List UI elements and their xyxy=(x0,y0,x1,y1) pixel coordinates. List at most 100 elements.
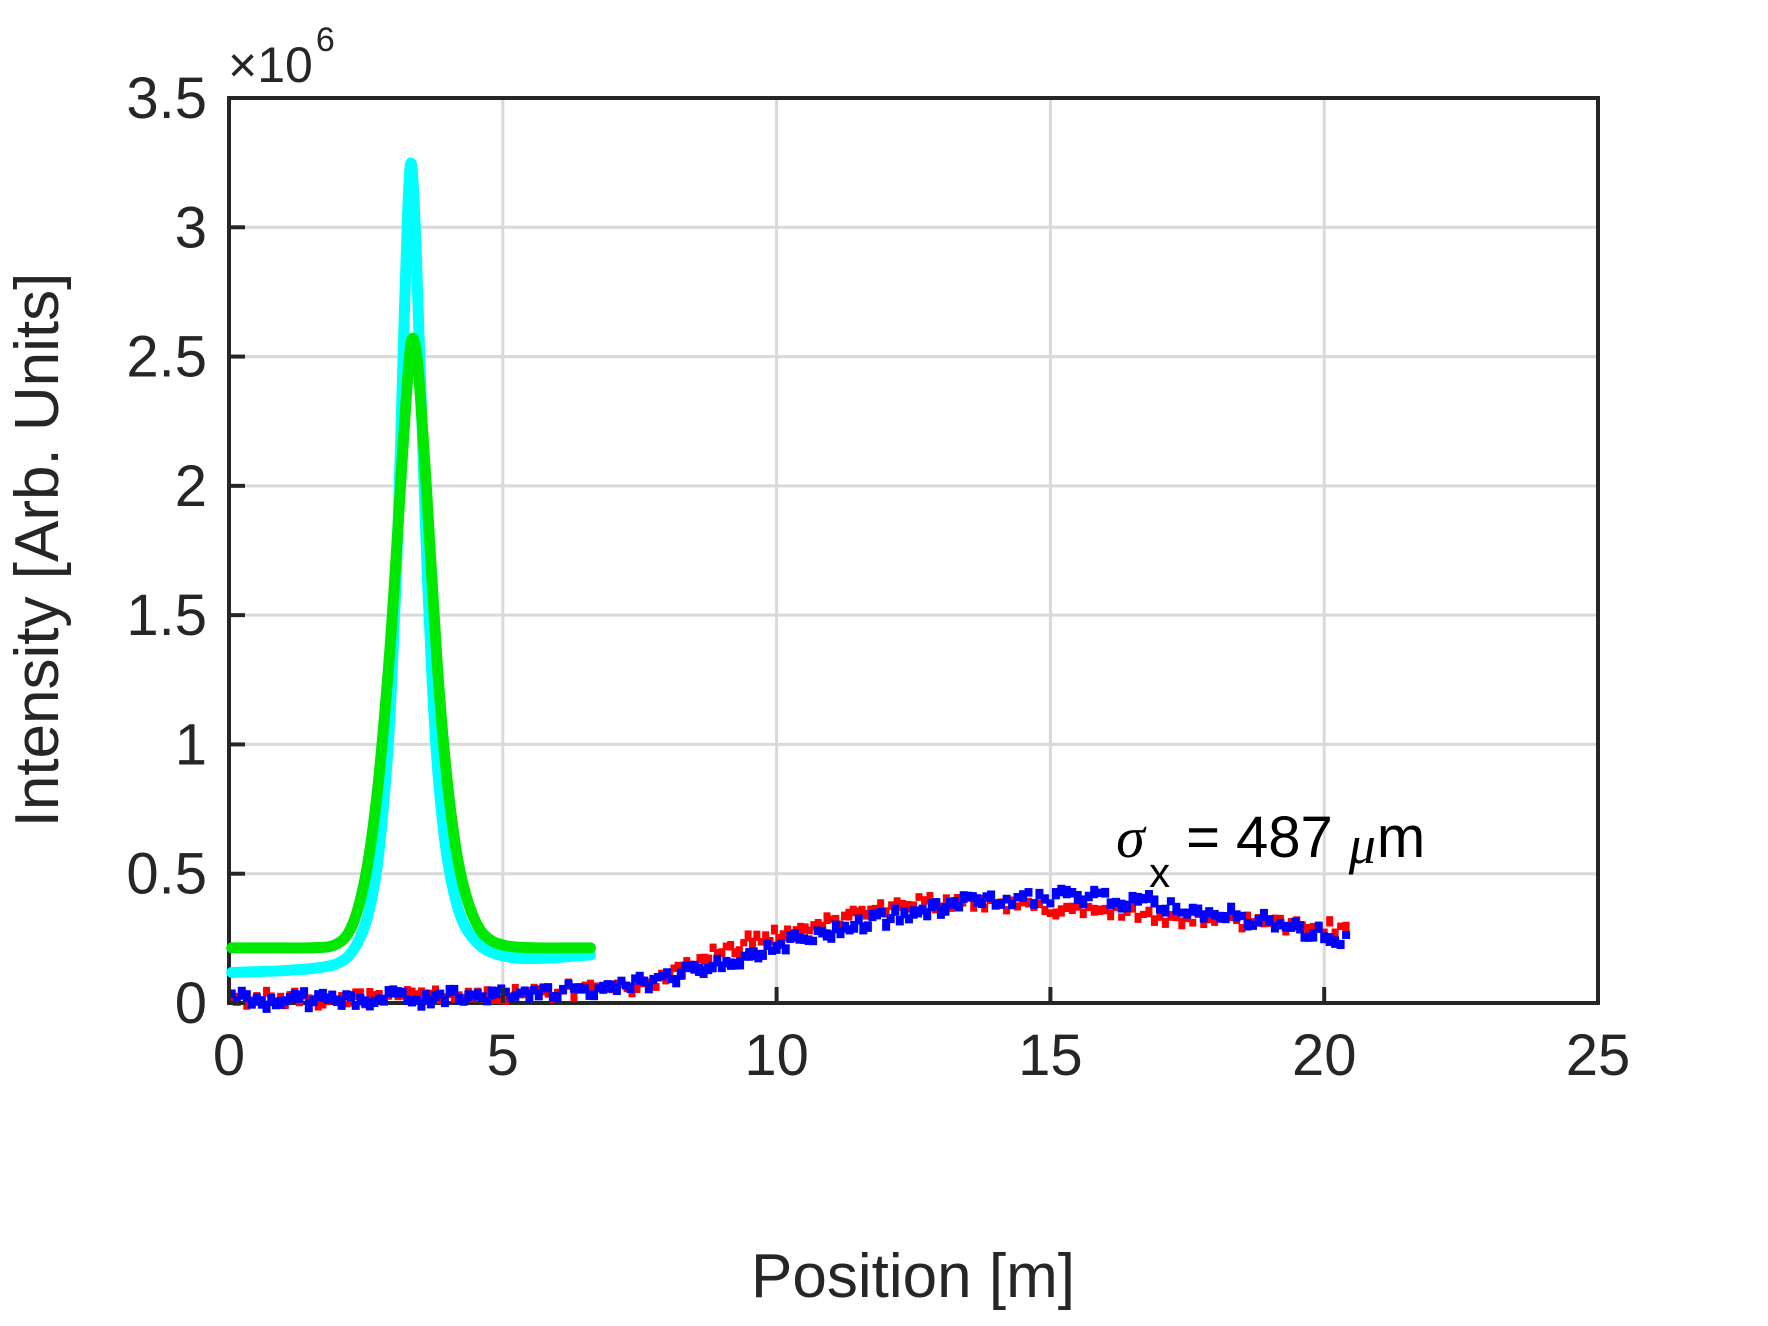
data-marker xyxy=(676,968,685,980)
data-marker xyxy=(1118,913,1126,921)
data-marker xyxy=(749,947,758,961)
data-marker xyxy=(882,918,891,931)
data-marker xyxy=(950,897,959,909)
series-cyan-peak-measured xyxy=(226,157,596,978)
data-marker xyxy=(247,997,256,1009)
data-marker xyxy=(936,906,945,919)
data-marker xyxy=(1090,904,1098,916)
data-series-layer xyxy=(226,157,1351,1013)
data-marker xyxy=(1106,898,1115,910)
data-marker xyxy=(1336,939,1345,950)
data-marker xyxy=(337,997,346,1010)
data-marker xyxy=(991,899,1000,910)
data-marker xyxy=(626,982,635,994)
data-marker xyxy=(968,892,977,902)
data-marker xyxy=(286,992,295,1003)
data-marker xyxy=(1300,933,1309,942)
data-marker xyxy=(1041,906,1049,916)
y-tick-label: 3.5 xyxy=(126,66,207,131)
data-marker xyxy=(440,995,449,1008)
data-marker xyxy=(997,899,1006,909)
data-marker xyxy=(754,950,763,963)
data-marker xyxy=(1281,921,1290,932)
data-marker xyxy=(408,995,417,1007)
data-marker xyxy=(886,913,895,924)
data-marker xyxy=(295,990,304,1003)
data-marker xyxy=(854,914,863,925)
data-marker xyxy=(923,908,932,921)
data-marker xyxy=(744,930,752,942)
data-marker xyxy=(718,948,726,958)
data-marker xyxy=(483,986,491,997)
data-marker xyxy=(941,903,950,916)
data-marker xyxy=(590,990,599,1001)
data-marker xyxy=(227,989,236,998)
data-marker xyxy=(318,988,327,1002)
data-marker xyxy=(955,902,964,912)
data-marker xyxy=(1139,910,1147,918)
data-marker xyxy=(836,920,844,929)
data-marker xyxy=(1150,915,1158,926)
data-marker xyxy=(722,956,731,968)
y-axis-exponent: ×10 6 xyxy=(228,21,335,93)
data-marker xyxy=(1085,902,1093,912)
data-marker xyxy=(300,987,309,999)
data-marker xyxy=(1205,914,1213,924)
x-axis-ticks xyxy=(227,987,1600,1003)
data-marker xyxy=(1040,894,1049,904)
y-axis-tick-labels: 0 0.5 1 1.5 2 2.5 3 3.5 xyxy=(126,66,207,1036)
data-marker xyxy=(1304,923,1312,934)
data-marker xyxy=(827,915,835,923)
data-marker xyxy=(809,936,818,946)
data-marker xyxy=(775,933,783,944)
data-marker xyxy=(580,984,589,994)
series-green-peak-fit xyxy=(226,332,596,954)
data-marker xyxy=(663,968,672,979)
data-marker xyxy=(1287,922,1296,932)
data-marker xyxy=(1243,919,1252,931)
data-marker xyxy=(487,986,496,1000)
data-marker xyxy=(1156,912,1164,921)
data-marker xyxy=(713,948,721,960)
data-marker xyxy=(520,986,529,996)
data-marker xyxy=(959,891,968,903)
data-marker xyxy=(670,964,678,972)
data-marker xyxy=(895,915,904,926)
data-marker xyxy=(841,911,848,921)
data-marker xyxy=(841,921,850,933)
data-marker xyxy=(977,897,986,909)
data-marker xyxy=(267,994,276,1007)
data-marker xyxy=(365,998,374,1011)
data-marker xyxy=(763,939,772,951)
y-tick-label: 1.5 xyxy=(126,583,207,648)
data-marker xyxy=(426,995,435,1009)
data-marker xyxy=(709,943,717,952)
data-marker xyxy=(314,999,322,1011)
data-marker xyxy=(450,984,459,996)
data-marker xyxy=(1123,900,1132,912)
data-marker xyxy=(502,995,510,1005)
data-marker xyxy=(575,983,584,994)
data-marker xyxy=(704,963,713,975)
y-tick-label: 3 xyxy=(175,195,207,260)
data-marker xyxy=(432,985,440,995)
data-marker xyxy=(832,914,840,925)
data-marker xyxy=(836,927,845,939)
data-marker xyxy=(1025,897,1032,908)
data-marker xyxy=(1046,909,1054,918)
data-marker xyxy=(539,983,548,992)
data-marker xyxy=(1024,888,1033,897)
data-marker xyxy=(243,1000,251,1010)
data-marker xyxy=(899,899,907,911)
data-marker xyxy=(1051,888,1060,900)
data-marker xyxy=(622,981,631,990)
data-marker xyxy=(1003,906,1011,915)
data-marker xyxy=(877,908,886,918)
data-marker xyxy=(1188,903,1197,916)
data-marker xyxy=(667,975,676,984)
data-marker xyxy=(1112,897,1121,907)
data-marker xyxy=(328,990,337,1003)
data-marker xyxy=(281,996,290,1006)
data-marker xyxy=(973,894,982,907)
